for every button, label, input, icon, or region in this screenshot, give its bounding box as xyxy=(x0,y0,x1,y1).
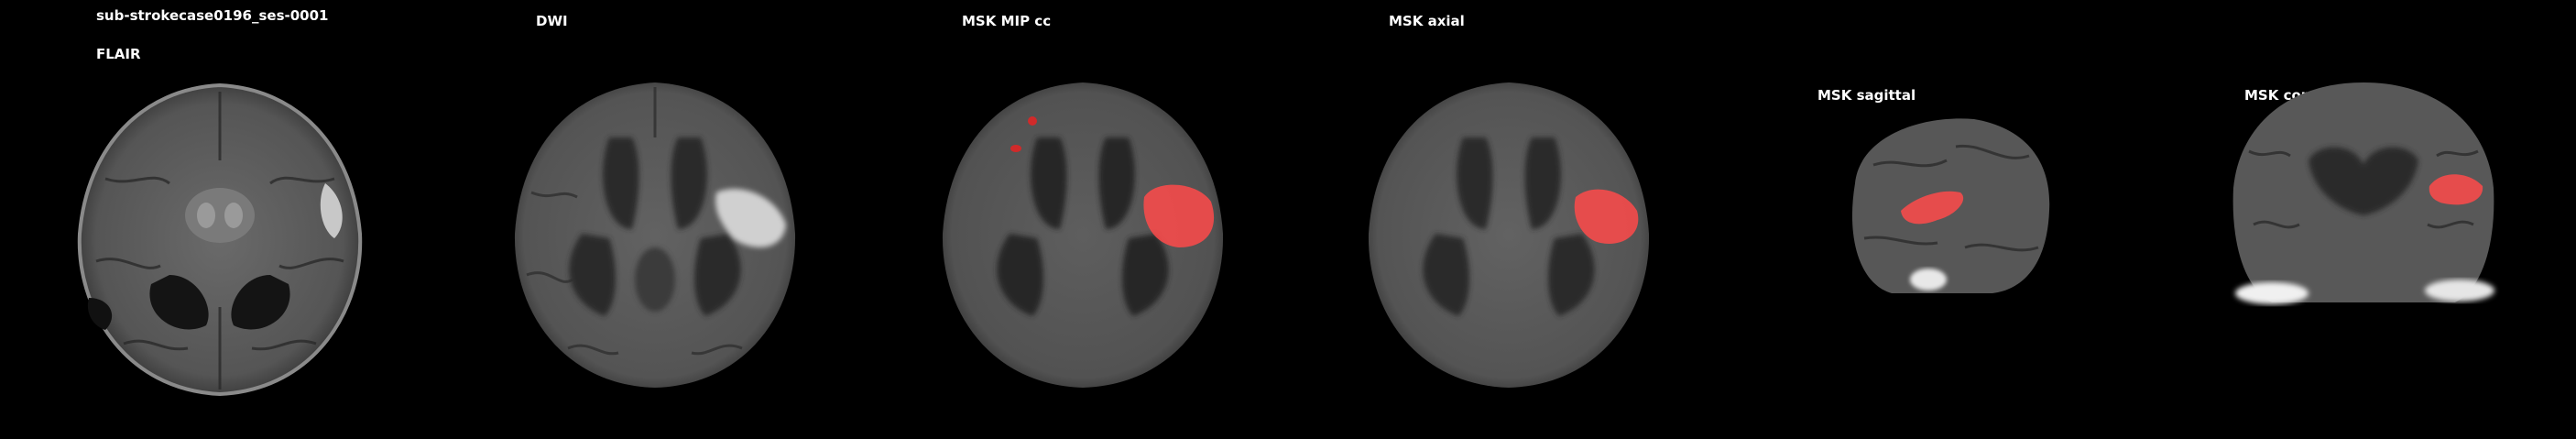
mip-label: MSK MIP cc xyxy=(962,13,1052,29)
mip-image xyxy=(932,73,1234,394)
coronal-image xyxy=(2217,78,2510,316)
dwi-label: DWI xyxy=(536,13,568,29)
sagittal-label: MSK sagittal xyxy=(1817,87,1916,104)
flair-image xyxy=(69,78,371,399)
subject-id: sub-strokecase0196_ses-0001 xyxy=(96,7,329,24)
axial-label: MSK axial xyxy=(1389,13,1465,29)
dwi-image xyxy=(504,73,806,394)
axial-image xyxy=(1358,73,1660,394)
flair-label: FLAIR xyxy=(96,46,141,62)
sagittal-image xyxy=(1837,110,2057,312)
